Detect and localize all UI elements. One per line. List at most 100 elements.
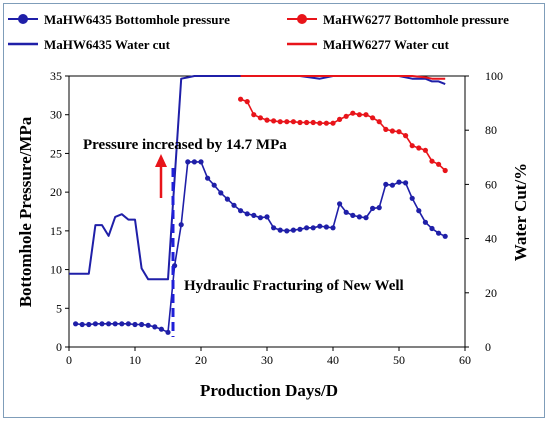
data-point-mahw6277-pressure [396,129,402,135]
data-point-mahw6435-pressure [198,159,204,165]
data-point-mahw6435-pressure [304,225,310,231]
data-point-mahw6435-pressure [409,195,415,201]
data-point-mahw6277-pressure [310,119,316,126]
x-tick-label: 0 [66,353,72,367]
legend-label-mahw6277-watercut: MaHW6277 Water cut [323,37,450,52]
data-point-mahw6435-pressure [112,321,118,327]
data-point-mahw6435-pressure [422,219,428,225]
data-point-mahw6435-pressure [211,182,217,188]
pressure-increase-annotation: Pressure increased by 14.7 MPa [83,137,287,153]
y-tick-label: 15 [50,224,62,238]
legend-item-mahw6435-watercut: MaHW6435 Water cut [8,37,171,52]
y-tick-label: 25 [50,146,62,160]
data-point-mahw6435-pressure [337,201,343,207]
data-point-mahw6277-pressure [350,110,356,116]
data-point-mahw6435-pressure [205,175,211,181]
x-tick-label: 50 [393,353,405,367]
data-point-mahw6277-pressure [284,119,290,125]
data-point-mahw6435-pressure [442,233,448,239]
data-point-mahw6435-pressure [310,225,316,231]
data-point-mahw6435-pressure [436,230,442,236]
data-point-mahw6277-pressure [264,117,270,123]
chart-svg: MaHW6435 Bottomhole pressure MaHW6435 Wa… [8,12,530,400]
series-mahw6435-pressure [73,159,448,335]
data-point-mahw6435-pressure [396,179,402,185]
data-point-mahw6435-pressure [139,321,145,328]
data-point-mahw6435-pressure [145,322,151,328]
data-point-mahw6435-pressure [119,321,125,327]
fracturing-annotation: Hydraulic Fracturing of New Well [184,278,404,294]
data-point-mahw6435-pressure [416,208,422,214]
data-point-mahw6277-pressure [317,120,323,126]
y2-tick-label: 80 [485,123,497,137]
x-tick-label: 20 [195,353,207,367]
data-point-mahw6435-pressure [132,321,138,328]
data-point-mahw6277-pressure [277,119,283,125]
series-mahw6277-pressure [238,96,448,174]
data-point-mahw6277-pressure [238,96,244,102]
data-point-mahw6277-pressure [244,99,250,105]
data-point-mahw6435-pressure [92,321,98,327]
data-point-mahw6435-pressure [277,227,283,233]
data-point-mahw6277-pressure [422,147,428,153]
data-point-mahw6435-pressure [125,321,131,327]
data-point-mahw6277-pressure [376,119,382,125]
series-mahw6435-watercut [69,75,446,281]
series-group [69,75,448,335]
data-point-mahw6435-pressure [99,321,105,327]
data-point-mahw6277-pressure [416,145,422,151]
y-tick-label: 10 [50,263,62,277]
chart-frame: MaHW6435 Bottomhole pressure MaHW6435 Wa… [3,3,545,418]
series-mahw6277-watercut [240,75,446,80]
data-point-mahw6435-pressure [251,212,257,218]
data-point-mahw6435-pressure [218,190,224,196]
data-point-mahw6435-pressure [152,324,158,330]
data-point-mahw6435-pressure [257,215,263,221]
data-point-mahw6435-pressure [224,196,230,202]
y2-tick-label: 20 [485,286,497,300]
data-point-mahw6435-pressure [297,226,303,232]
data-point-mahw6435-pressure [403,180,409,186]
data-point-mahw6277-pressure [356,112,362,118]
data-point-mahw6435-pressure [231,202,237,208]
data-point-mahw6277-pressure [304,119,310,126]
data-point-mahw6277-pressure [383,126,389,132]
data-point-mahw6435-pressure [363,215,369,221]
legend-item-mahw6277-watercut: MaHW6277 Water cut [287,37,450,52]
data-point-mahw6435-pressure [376,205,382,211]
y-tick-label: 30 [50,108,62,122]
data-point-mahw6435-pressure [290,227,296,233]
data-point-mahw6277-pressure [436,161,442,167]
data-point-mahw6277-pressure [442,167,448,174]
y2-tick-label: 0 [485,340,491,354]
x-axis-title: Production Days/D [200,381,338,400]
data-point-mahw6435-pressure [330,225,336,231]
data-point-mahw6435-pressure [244,211,250,217]
data-point-mahw6435-pressure [356,214,362,220]
data-point-mahw6435-pressure [79,321,85,328]
data-point-mahw6435-pressure [429,225,435,232]
data-point-mahw6435-pressure [350,212,356,218]
data-point-mahw6435-pressure [106,321,112,327]
data-point-mahw6435-pressure [383,181,389,187]
data-point-mahw6277-pressure [251,112,257,118]
data-point-mahw6277-pressure [330,120,336,126]
data-point-mahw6277-pressure [363,112,369,118]
plot-area [68,75,466,348]
data-point-mahw6277-pressure [271,118,277,124]
data-point-mahw6277-pressure [323,120,329,126]
data-point-mahw6277-pressure [389,128,395,134]
y2-tick-label: 100 [485,69,503,83]
legend-label-mahw6435-pressure: MaHW6435 Bottomhole pressure [44,12,230,27]
y-tick-label: 20 [50,185,62,199]
data-point-mahw6277-pressure [290,119,296,125]
data-point-mahw6435-pressure [185,159,191,165]
y-tick-label: 35 [50,69,62,83]
data-point-mahw6435-pressure [73,321,79,327]
x-tick-label: 60 [459,353,471,367]
data-point-mahw6435-pressure [343,209,349,215]
series-line-mahw6277-pressure [240,98,446,172]
data-point-mahw6435-pressure [264,214,270,220]
data-point-mahw6277-pressure [403,133,409,139]
legend: MaHW6435 Bottomhole pressure MaHW6435 Wa… [8,12,509,52]
